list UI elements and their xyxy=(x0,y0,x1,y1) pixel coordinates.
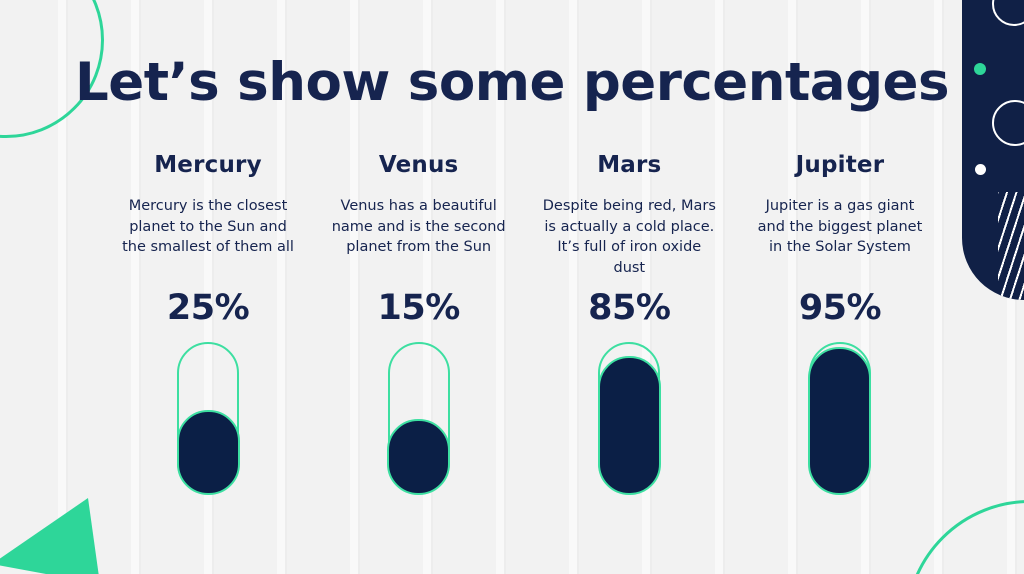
column-title: Mercury xyxy=(154,152,262,178)
column-title: Mars xyxy=(597,152,662,178)
column-description: Mercury is the closest planet to the Sun… xyxy=(122,198,294,256)
column-mercury: Mercury Mercury is the closest planet to… xyxy=(108,152,308,495)
gauge-track xyxy=(387,342,451,495)
gauge-track xyxy=(597,342,661,495)
column-description: Venus has a beautiful name and is the se… xyxy=(331,198,506,256)
column-venus: Venus Venus has a beautiful name and is … xyxy=(319,152,519,495)
column-percent-label: 15% xyxy=(377,288,461,328)
white-circle-outline-mid-icon xyxy=(992,100,1024,146)
column-description: Despite being red, Mars is actually a co… xyxy=(542,198,716,276)
column-title: Venus xyxy=(378,152,459,178)
gauge-fill xyxy=(597,356,661,495)
gauge-fill xyxy=(176,410,240,495)
gauge-track xyxy=(176,342,240,495)
gauge-track xyxy=(808,342,872,495)
green-dot-icon xyxy=(974,63,986,75)
page-title: Let’s show some percentages xyxy=(74,52,950,113)
percentage-columns: Mercury Mercury is the closest planet to… xyxy=(108,152,940,495)
green-arc-bottom-right-icon xyxy=(905,500,1024,574)
diagonal-hatch-icon xyxy=(998,192,1024,300)
gauge-fill xyxy=(387,419,451,495)
white-circle-outline-top-icon xyxy=(992,0,1024,26)
column-percent-label: 25% xyxy=(166,288,250,328)
column-title: Jupiter xyxy=(795,152,885,178)
column-description: Jupiter is a gas giant and the biggest p… xyxy=(757,198,923,256)
right-decor-panel xyxy=(962,0,1024,300)
column-mars: Mars Despite being red, Mars is actually… xyxy=(529,152,729,495)
column-percent-label: 95% xyxy=(798,288,882,328)
column-percent-label: 85% xyxy=(588,288,671,328)
gauge-fill xyxy=(808,347,872,495)
white-dot-icon xyxy=(975,164,986,175)
column-jupiter: Jupiter Jupiter is a gas giant and the b… xyxy=(740,152,940,495)
